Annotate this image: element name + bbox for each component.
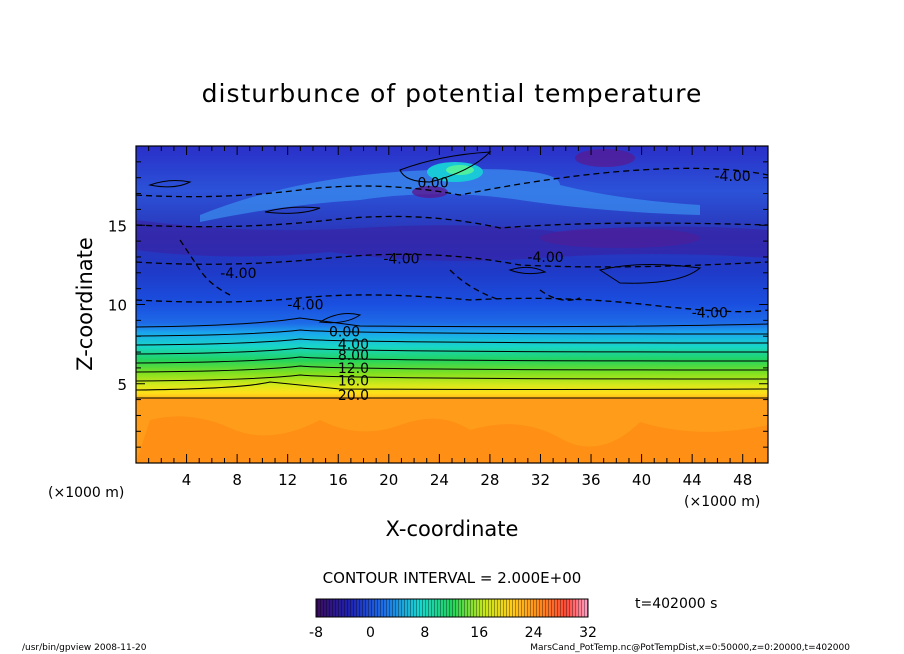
x-tick-label: 16 (329, 471, 348, 489)
cold-patch (575, 149, 635, 167)
y-tick-label: 10 (108, 297, 127, 315)
x-axis: 4 8 12 16 20 24 28 32 36 40 44 48 (148, 146, 756, 489)
x-tick-label: 8 (232, 471, 242, 489)
warm-blob-core (446, 165, 474, 175)
contour-label: -4.00 (692, 305, 728, 321)
contour-label: -4.00 (220, 266, 256, 282)
contour-label: 20.0 (338, 388, 369, 404)
colorbar-tick-label: 24 (525, 625, 543, 641)
contour-label: -4.00 (287, 298, 323, 314)
cold-patch (540, 228, 700, 248)
x-tick-label: 40 (632, 471, 651, 489)
colorbar-tick-label: 0 (366, 625, 375, 641)
chart-title: disturbunce of potential temperature (202, 79, 703, 108)
x-tick-label: 44 (683, 471, 702, 489)
upper-light-streak (200, 169, 700, 222)
x-tick-label: 36 (581, 471, 600, 489)
colorbar-stripes (316, 599, 588, 617)
x-unit-right: (×1000 m) (684, 494, 760, 510)
colorbar-ticks: -8 0 8 16 24 32 (309, 625, 597, 641)
colorbar-tick-label: 32 (579, 625, 597, 641)
x-tick-label: 4 (182, 471, 192, 489)
strat-contours (136, 317, 768, 399)
upper-dark-band (136, 220, 768, 261)
y-axis-label: Z-coordinate (73, 237, 97, 371)
x-tick-label: 32 (531, 471, 550, 489)
footer-right: MarsCand_PotTemp.nc@PotTempDist,x=0:5000… (530, 643, 850, 653)
contour-label: 0.00 (329, 324, 360, 340)
x-tick-label: 24 (430, 471, 449, 489)
contour-label: 0.00 (417, 175, 448, 191)
colorbar (315, 598, 589, 618)
x-tick-label: 20 (379, 471, 398, 489)
x-unit-left: (×1000 m) (48, 485, 124, 501)
y-tick-label: 15 (108, 217, 127, 235)
x-tick-label: 12 (278, 471, 297, 489)
x-tick-label: 28 (480, 471, 499, 489)
contour-label: 4.00 (338, 337, 369, 353)
contour-label: -4.00 (714, 169, 750, 185)
solid-contours-upper (148, 151, 702, 324)
lower-patches (136, 416, 768, 463)
contour-label: 16.0 (338, 374, 369, 390)
colorbar-tick-label: 8 (420, 625, 429, 641)
footer-left: /usr/bin/gpview 2008-11-20 (22, 643, 147, 653)
contour-labels: 0.00 -4.00-4.00 -4.00-4.00-4.00 -4.000.004.… (220, 169, 750, 404)
colorbar-tick-label: 16 (470, 625, 488, 641)
contour-label: -4.00 (383, 252, 419, 268)
dashed-contours (136, 167, 768, 313)
time-label: t=402000 s (635, 596, 717, 612)
colorbar-frame (315, 598, 589, 618)
x-tick-label: 48 (733, 471, 752, 489)
y-tick-label: 5 (117, 376, 127, 394)
y-axis: 5 10 15 (108, 161, 768, 448)
contour-label: 12.0 (338, 361, 369, 377)
contour-label: -4.00 (527, 250, 563, 266)
plot-area (136, 146, 768, 463)
contour-label: 8.00 (338, 348, 369, 364)
contour-interval: CONTOUR INTERVAL = 2.000E+00 (323, 569, 582, 587)
colorbar-tick-label: -8 (309, 625, 323, 641)
x-axis-label: X-coordinate (386, 517, 519, 541)
